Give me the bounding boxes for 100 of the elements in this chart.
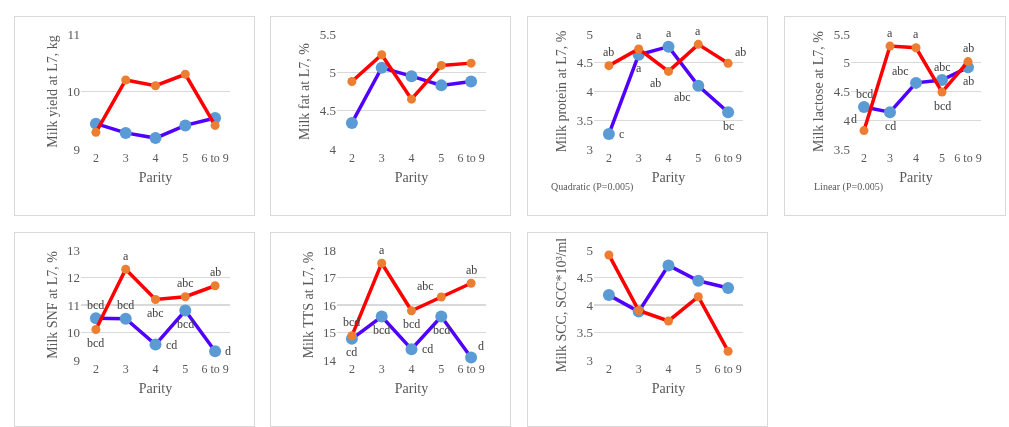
annotation: abc <box>892 64 909 78</box>
y-tick-label: 9 <box>73 352 80 368</box>
point <box>662 259 675 272</box>
x-tick-label: 4 <box>665 362 672 376</box>
y-axis-title: Milk SCC, SCC*10³/ml <box>554 237 570 373</box>
x-axis-title: Parity <box>138 170 173 186</box>
annotation: bcd <box>403 317 421 331</box>
point <box>149 338 162 351</box>
point <box>664 316 673 326</box>
annotation: ab <box>603 45 615 59</box>
x-tick-label: 6 to 9 <box>954 151 982 165</box>
point <box>149 132 162 145</box>
point <box>407 94 416 104</box>
y-tick-label: 4.5 <box>576 55 593 71</box>
point <box>179 304 192 317</box>
x-tick-label: 6 to 9 <box>714 362 742 376</box>
point <box>405 343 418 356</box>
annotation: a <box>913 27 919 41</box>
y-axis-title: Milk lactose at L7, % <box>811 30 827 152</box>
y-tick-label: 17 <box>323 270 337 286</box>
annotation: cd <box>885 119 897 133</box>
x-tick-label: 3 <box>122 151 129 165</box>
x-axis-title: Parity <box>138 381 173 397</box>
point <box>377 50 387 60</box>
y-axis-title: Milk fat at L7, % <box>297 42 313 140</box>
annotation: bcd <box>934 99 952 113</box>
y-tick-label: 12 <box>67 270 80 286</box>
annotation: cd <box>166 338 178 352</box>
x-tick-label: 6 to 9 <box>457 151 485 165</box>
point <box>859 126 869 136</box>
y-tick-label: 11 <box>67 26 80 42</box>
annotation: bc <box>723 119 735 133</box>
point <box>936 74 948 86</box>
point <box>180 292 190 302</box>
y-tick-label: 10 <box>67 325 80 341</box>
y-axis-title: Milk protein at L7, % <box>554 30 570 153</box>
x-tick-label: 3 <box>635 362 642 376</box>
x-tick-label: 5 <box>182 362 189 376</box>
point <box>604 61 614 71</box>
y-axis-title: Milk SNF at L7, % <box>44 250 60 359</box>
x-tick-label: 4 <box>913 151 919 165</box>
x-tick-label: 6 to 9 <box>457 362 485 376</box>
annotation: abc <box>147 306 164 320</box>
x-tick-label: 2 <box>92 151 99 165</box>
point <box>209 345 222 358</box>
annotation: abc <box>674 90 691 104</box>
y-tick-label: 16 <box>323 297 337 313</box>
annotation: bcd <box>373 323 391 337</box>
x-axis-title: Parity <box>394 381 429 397</box>
point <box>466 278 476 288</box>
point <box>465 75 478 88</box>
annotation: ab <box>210 265 222 279</box>
point <box>91 324 101 334</box>
x-tick-label: 2 <box>348 151 355 165</box>
y-tick-label: 4 <box>586 84 594 100</box>
y-axis-title: Milk yield at L7, kg <box>44 35 60 148</box>
x-axis-title: Parity <box>394 170 429 186</box>
point <box>723 346 733 356</box>
annotation: a <box>123 249 129 263</box>
y-tick-label: 9 <box>73 141 80 157</box>
y-tick-label: 5.5 <box>319 26 336 42</box>
y-tick-label: 4.5 <box>576 270 593 286</box>
x-tick-label: 2 <box>348 362 355 376</box>
point <box>436 60 446 70</box>
annotation: abc <box>934 60 951 74</box>
y-tick-label: 10 <box>67 84 80 100</box>
point <box>119 312 132 325</box>
y-tick-label: 14 <box>323 352 337 368</box>
x-tick-label: 5 <box>438 151 445 165</box>
point <box>405 70 418 83</box>
x-tick-label: 2 <box>605 362 612 376</box>
annotation: ab <box>963 41 975 55</box>
annotation: d <box>851 112 857 126</box>
annotation: bcd <box>117 298 135 312</box>
point <box>377 258 387 268</box>
y-tick-label: 13 <box>67 242 80 258</box>
point <box>910 76 922 89</box>
x-tick-label: 5 <box>939 151 945 165</box>
x-tick-label: 6 to 9 <box>714 151 742 165</box>
point <box>210 120 220 130</box>
x-tick-label: 4 <box>408 151 415 165</box>
annotation: bcd <box>87 336 105 350</box>
y-tick-label: 4.5 <box>319 103 336 119</box>
x-tick-label: 2 <box>861 151 867 165</box>
x-tick-label: 5 <box>182 151 189 165</box>
x-tick-label: 2 <box>605 151 612 165</box>
point <box>602 128 615 141</box>
annotation: bcd <box>433 323 451 337</box>
point <box>602 289 615 302</box>
y-tick-label: 15 <box>323 325 336 341</box>
point <box>121 264 131 274</box>
point <box>722 281 735 294</box>
point <box>692 79 705 92</box>
point <box>436 292 446 302</box>
point <box>345 116 358 129</box>
point <box>151 81 160 91</box>
point <box>634 44 644 54</box>
x-axis-title: Parity <box>651 170 686 186</box>
annotation: a <box>666 26 672 40</box>
x-axis-title: Parity <box>899 170 933 186</box>
